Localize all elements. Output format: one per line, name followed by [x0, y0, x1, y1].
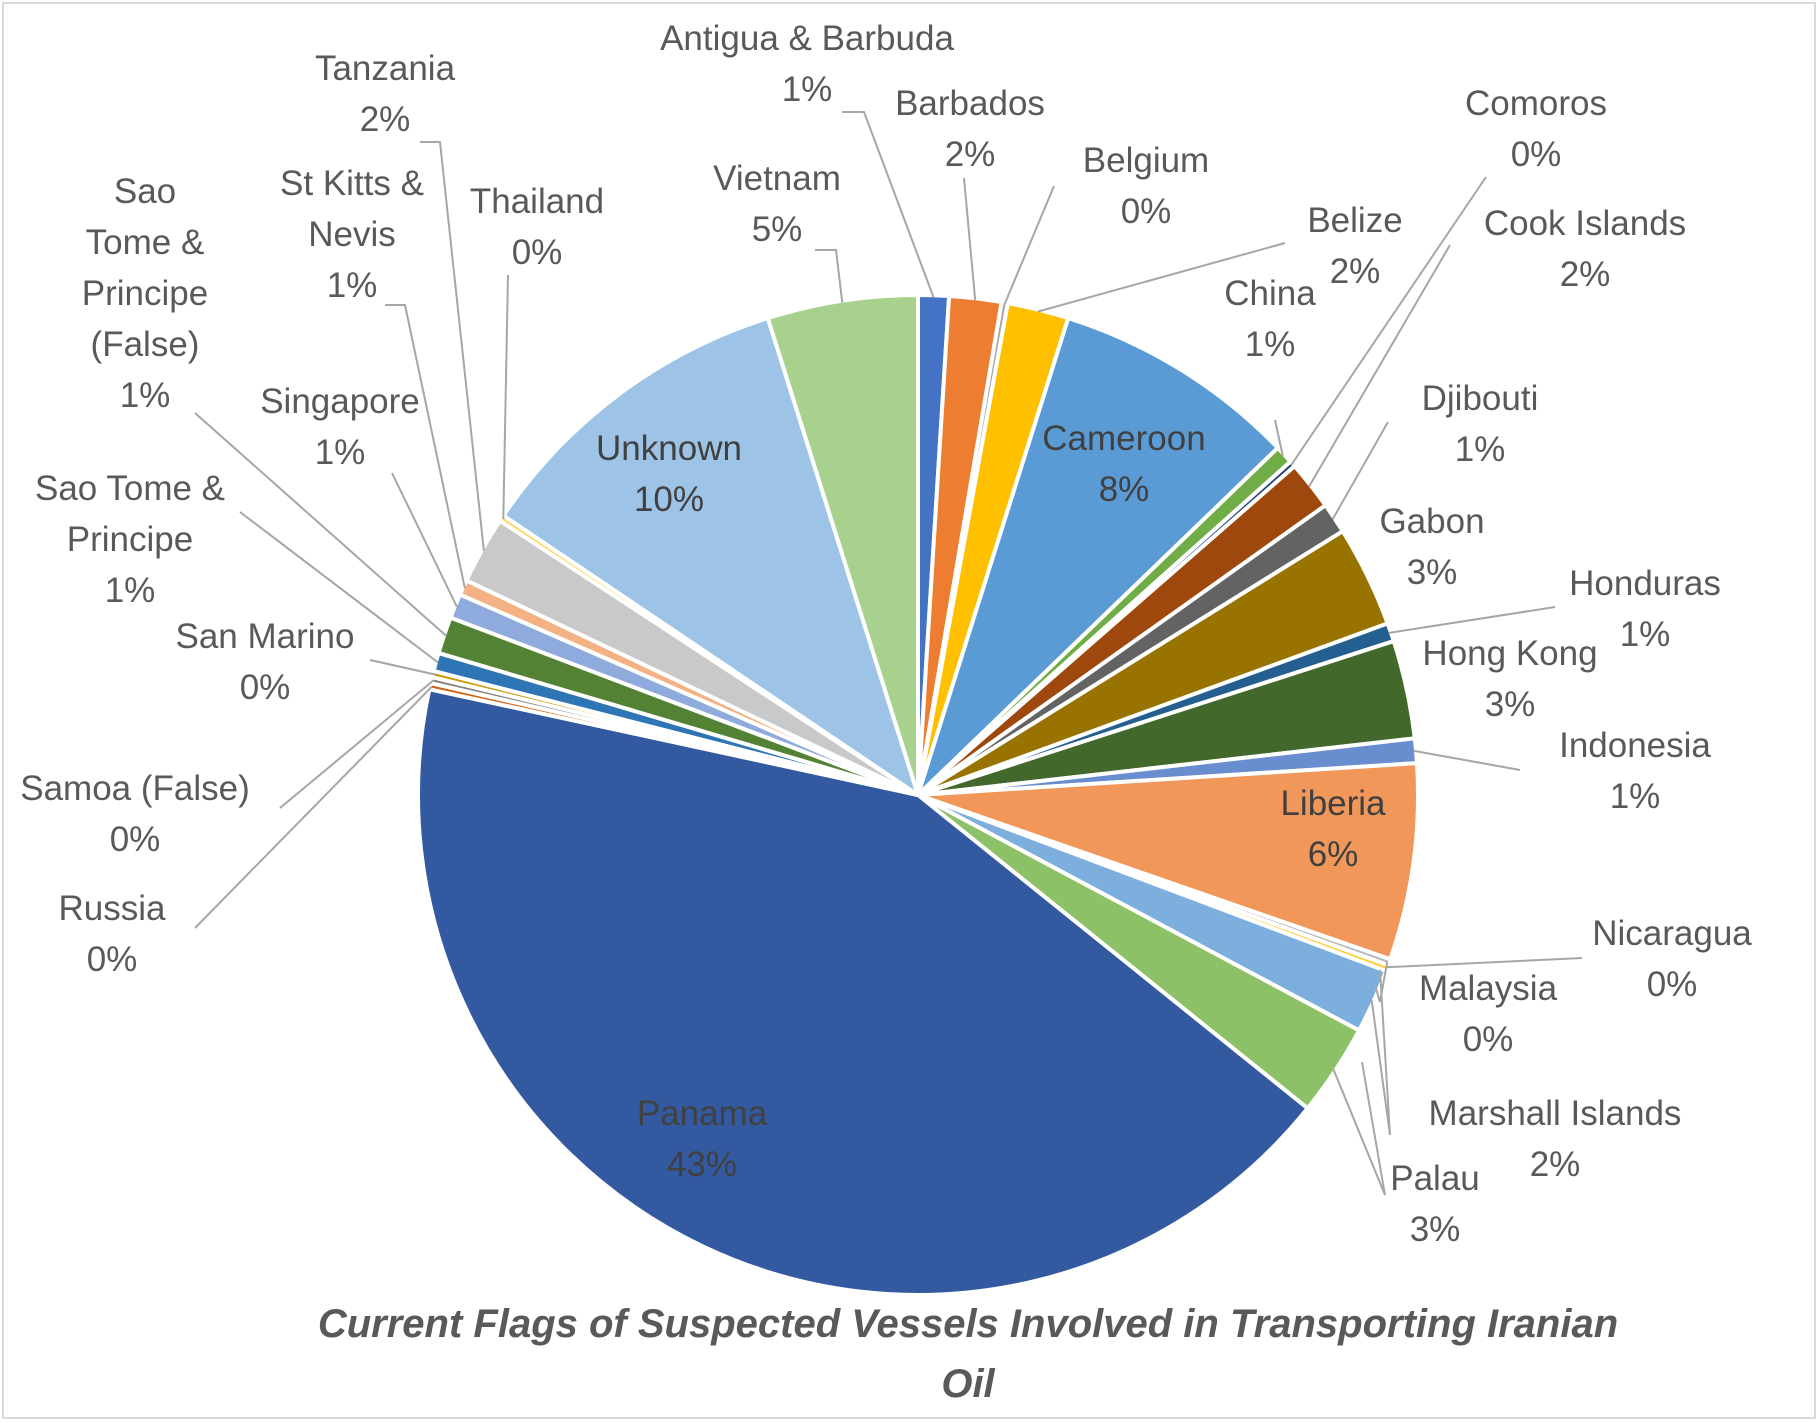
leader-line-indonesia [1413, 749, 1521, 771]
pie-slice-panama [416, 686, 1311, 1297]
leader-line-vietnam [815, 249, 844, 303]
leader-line-china [1274, 419, 1284, 457]
leader-line-st-kitts-nevis [385, 304, 466, 589]
leader-line-djibouti [1331, 421, 1389, 520]
data-label-cameroon: Cameroon 8% [1042, 419, 1205, 509]
data-label-san-marino: San Marino 0% [176, 617, 355, 707]
leader-line-cook-islands [1308, 244, 1451, 488]
data-label-palau: Palau 3% [1390, 1159, 1480, 1249]
data-label-vietnam: Vietnam 5% [713, 159, 841, 249]
leader-line-palau [1332, 1061, 1386, 1196]
leader-lines-group [194, 111, 1583, 1196]
data-label-djibouti: Djibouti 1% [1422, 379, 1539, 469]
data-label-unknown: Unknown 10% [596, 429, 742, 519]
leader-line-sao-tome-principe [239, 511, 439, 664]
data-label-antigua-barbuda: Antigua & Barbuda 1% [660, 19, 954, 109]
data-label-tanzania: Tanzania 2% [315, 49, 456, 139]
data-label-barbados: Barbados 2% [895, 84, 1045, 174]
chart-title-line-2: Oil [941, 1362, 995, 1406]
data-label-nicaragua: Nicaragua 0% [1592, 914, 1752, 1004]
leader-line-singapore [391, 472, 458, 608]
leader-line-comoros [1290, 176, 1487, 466]
data-label-sao-tome-principe-false: Sao Tome & Principe (False) 1% [82, 172, 208, 415]
chart-title: Current Flags of Suspected Vessels Invol… [318, 1302, 1618, 1406]
data-label-malaysia: Malaysia 0% [1419, 969, 1558, 1059]
leader-line-marshall-islands [1370, 969, 1391, 1136]
data-label-singapore: Singapore 1% [260, 382, 420, 472]
data-label-liberia: Liberia 6% [1280, 784, 1386, 874]
pie-slice-cameroon [916, 315, 1281, 797]
data-label-cook-islands: Cook Islands 2% [1484, 204, 1686, 294]
data-label-hong-kong: Hong Kong 3% [1422, 634, 1597, 724]
leader-line-san-marino [369, 659, 436, 676]
data-label-china: China 1% [1224, 274, 1316, 364]
leader-line-thailand [502, 274, 509, 520]
data-label-thailand: Thailand 0% [470, 182, 604, 272]
data-label-samoa-false: Samoa (False) 0% [20, 769, 250, 859]
leader-line-antigua-barbuda [842, 111, 935, 298]
data-label-gabon: Gabon 3% [1379, 502, 1484, 592]
data-label-marshall-islands: Marshall Islands 2% [1429, 1094, 1682, 1184]
data-label-panama: Panama 43% [637, 1094, 768, 1184]
data-label-indonesia: Indonesia 1% [1559, 726, 1711, 816]
data-label-belgium: Belgium 0% [1083, 141, 1209, 231]
leader-line-russia [194, 685, 433, 929]
leader-line-sao-tome-principe-false [194, 412, 447, 637]
data-label-belize: Belize 2% [1307, 201, 1402, 291]
leader-line-honduras [1388, 606, 1556, 634]
pie-slice-liberia [917, 760, 1420, 962]
leader-line-malaysia [1374, 961, 1389, 1003]
leader-line-belgium [1003, 185, 1055, 305]
chart-title-line-1: Current Flags of Suspected Vessels Invol… [318, 1302, 1618, 1346]
pie-slice-unknown [500, 315, 922, 800]
data-label-honduras: Honduras 1% [1569, 564, 1721, 654]
leader-line-barbados [963, 177, 977, 301]
leader-line-samoa-false [279, 679, 434, 809]
slices-group [416, 292, 1420, 1297]
leader-line-tanzania [420, 141, 485, 552]
data-label-st-kitts-nevis: St Kitts & Nevis 1% [280, 164, 424, 305]
data-label-comoros: Comoros 0% [1465, 84, 1607, 174]
labels-group: Antigua & Barbuda 1% Barbados 2% Belgium 0% Be… [20, 19, 1752, 1249]
leader-line-nicaragua [1385, 957, 1583, 969]
leader-line-belize [1037, 242, 1286, 313]
data-label-russia: Russia 0% [59, 889, 167, 979]
data-label-sao-tome-principe: Sao Tome & Principe 1% [35, 469, 225, 610]
